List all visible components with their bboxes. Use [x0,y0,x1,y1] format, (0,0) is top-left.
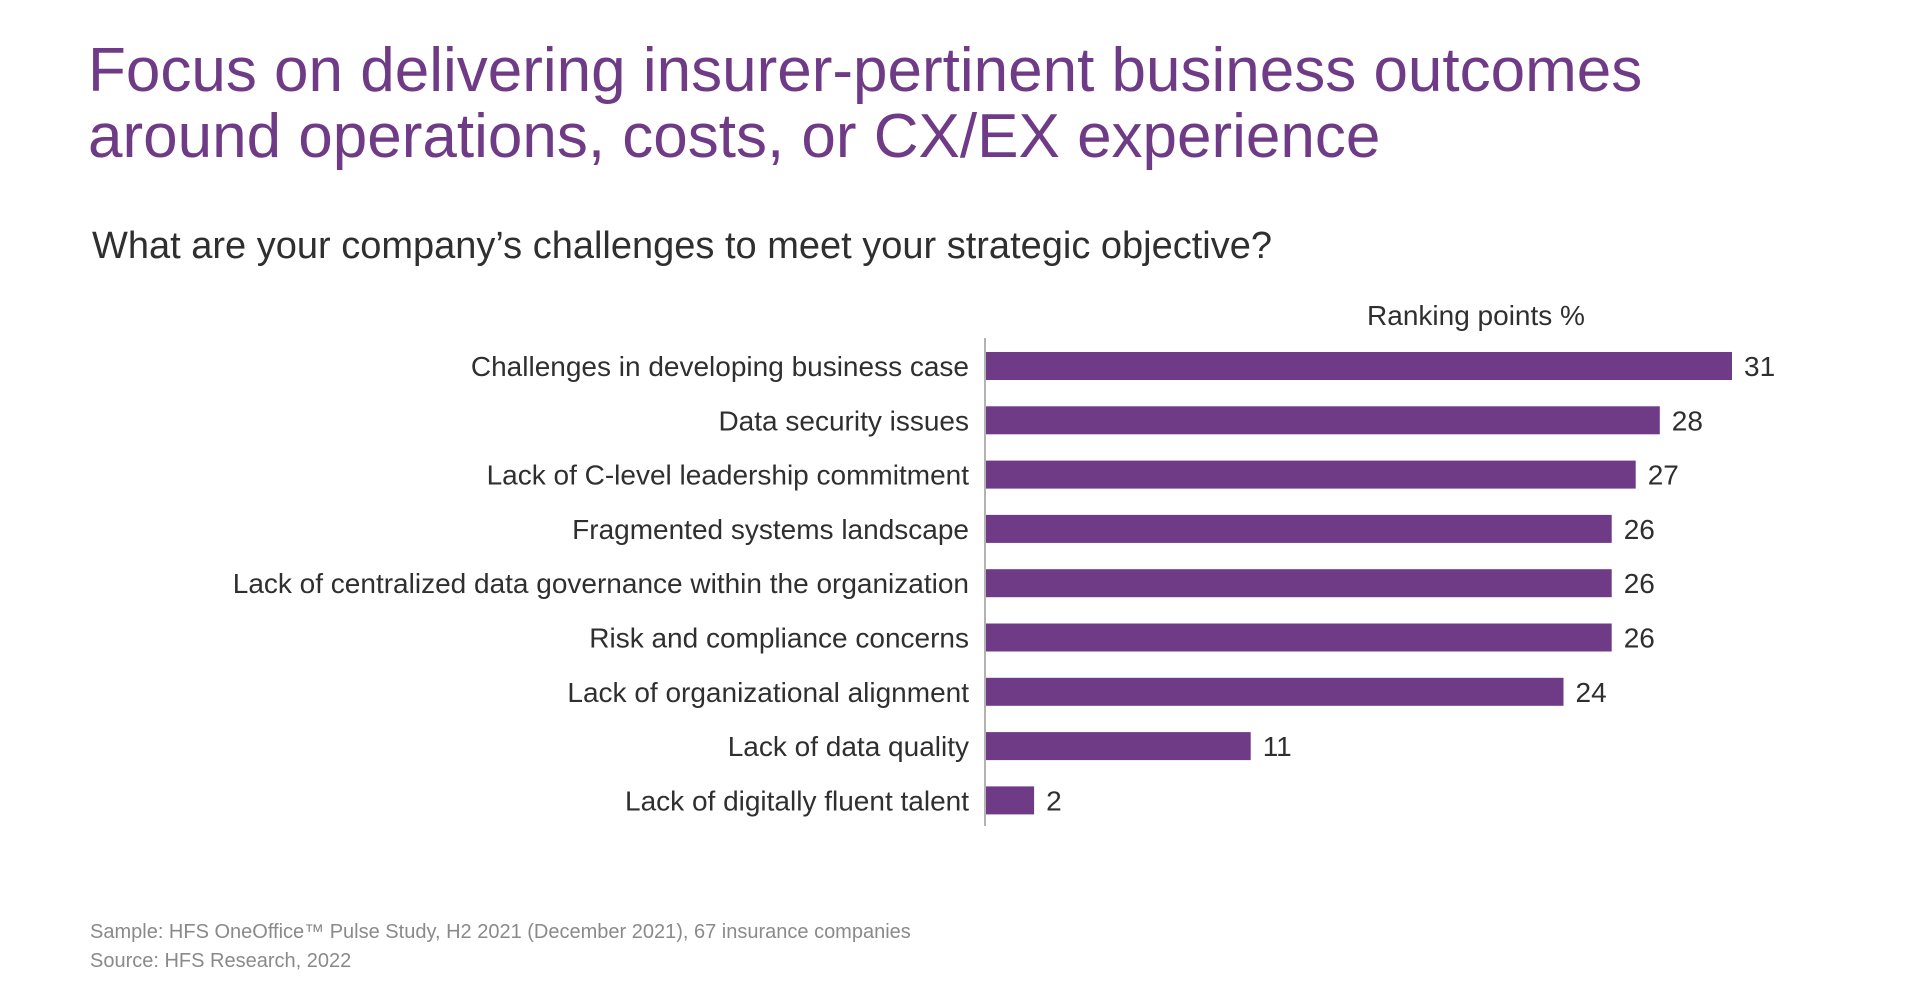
value-label: 2 [1046,785,1062,816]
category-label: Lack of digitally fluent talent [625,785,969,816]
category-label: Lack of C-level leadership commitment [487,460,970,491]
bars-group: Challenges in developing business case 31… [233,351,1775,816]
value-label: 26 [1624,514,1655,545]
source-note: Source: HFS Research, 2022 [90,950,352,972]
bar [986,352,1732,380]
value-label: 11 [1263,731,1292,762]
series-label: Ranking points % [1367,300,1585,331]
value-label: 28 [1672,405,1703,436]
bar [986,623,1612,652]
category-label: Data security issues [718,405,969,436]
category-label: Lack of data quality [728,731,969,762]
value-label: 27 [1648,460,1679,491]
sample-note: Sample: HFS OneOffice™ Pulse Study, H2 2… [90,921,911,943]
bar [986,406,1660,435]
bar-chart: Ranking points % Challenges in developin… [233,300,1775,826]
chart-question: What are your company’s challenges to me… [92,225,1273,267]
bar [986,732,1251,761]
category-label: Risk and compliance concerns [589,623,969,654]
value-label: 26 [1624,623,1655,654]
bar [986,460,1636,489]
page-title: Focus on delivering insurer-pertinent bu… [88,36,1643,171]
bar [986,514,1612,543]
category-label: Challenges in developing business case [471,351,969,382]
category-label: Lack of organizational alignment [567,677,969,708]
value-label: 26 [1624,568,1655,599]
value-label: 31 [1744,351,1775,382]
bar [986,569,1612,598]
category-label: Lack of centralized data governance with… [233,568,969,599]
value-label: 24 [1576,677,1607,708]
bar [986,786,1035,815]
bar [986,677,1564,706]
category-label: Fragmented systems landscape [572,514,969,545]
footer-notes: Sample: HFS OneOffice™ Pulse Study, H2 2… [90,918,911,976]
